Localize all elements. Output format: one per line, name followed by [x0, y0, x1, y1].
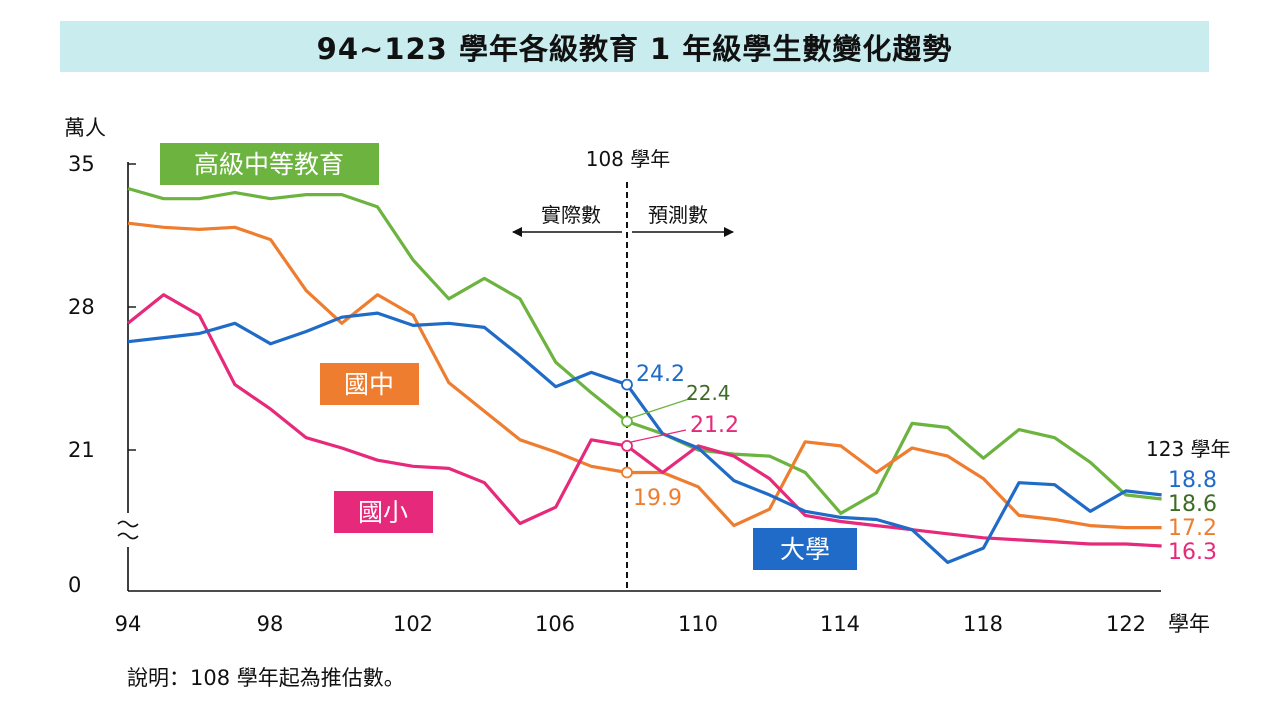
x-tick-label: 102	[393, 612, 433, 636]
value-label-university-123: 18.8	[1168, 468, 1217, 493]
y-tick-label: 21	[68, 438, 95, 462]
x-tick-label: 98	[257, 612, 284, 636]
y-axis-unit-label: 萬人	[64, 116, 106, 140]
value-label-elementary-108: 21.2	[690, 413, 739, 438]
legend-high-school: 高級中等教育	[160, 143, 379, 185]
marker-elementary-108	[621, 439, 633, 452]
value-label-high-school-123: 18.6	[1168, 492, 1217, 517]
value-label-university-108: 24.2	[636, 362, 685, 387]
footnote: 說明：108 學年起為推估數。	[127, 666, 405, 690]
value-label-junior-high-123: 17.2	[1168, 516, 1217, 541]
legend-university-label: 大學	[780, 535, 830, 564]
x-tick-label: 110	[678, 612, 718, 636]
leader-elementary	[630, 429, 687, 443]
divider-year-label: 108 學年	[586, 147, 671, 171]
axis-break-mask	[116, 513, 140, 547]
value-label-high-school-108: 22.4	[686, 381, 731, 405]
y-tick-label: 28	[68, 295, 95, 319]
chart-title: 94~123 學年各級教育 1 年級學生數變化趨勢	[316, 31, 953, 66]
marker-high-school-108	[621, 415, 633, 428]
chart-title-bar: 94~123 學年各級教育 1 年級學生數變化趨勢	[60, 21, 1209, 72]
leader-high-school	[630, 397, 693, 419]
x-tick-label: 118	[963, 612, 1003, 636]
x-tick-label: 114	[820, 612, 860, 636]
end-year-label: 123 學年	[1146, 437, 1231, 461]
x-tick-label: 122	[1106, 612, 1146, 636]
forecast-label: 預測數	[648, 203, 708, 227]
legend-junior-high-label: 國中	[344, 370, 394, 399]
value-label-elementary-123: 16.3	[1168, 540, 1217, 565]
legend-high-school-label: 高級中等教育	[194, 150, 344, 179]
value-label-junior-high-108: 19.9	[633, 486, 682, 511]
legend-elementary-label: 國小	[358, 498, 408, 527]
series-line-junior-high	[127, 221, 1162, 530]
marker-university-108	[621, 378, 633, 391]
y-tick-label: 0	[68, 573, 81, 597]
x-tick-label: 94	[115, 612, 142, 636]
marker-junior-high-108	[621, 466, 633, 479]
actual-label: 實際數	[541, 203, 601, 227]
y-tick-label: 35	[68, 152, 95, 176]
legend-university: 大學	[753, 528, 857, 570]
axis-break-icon	[117, 520, 139, 540]
legend-junior-high: 國中	[320, 363, 419, 405]
series-line-high-school	[127, 186, 1162, 515]
x-tick-label: 106	[535, 612, 575, 636]
x-axis-unit-label: 學年	[1168, 612, 1210, 636]
series-line-university	[127, 311, 1162, 565]
legend-elementary: 國小	[334, 491, 433, 533]
